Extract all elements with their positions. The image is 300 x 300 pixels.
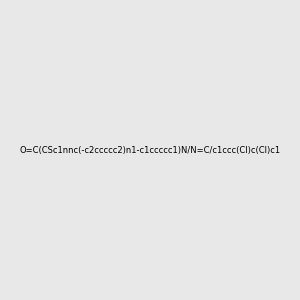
Text: O=C(CSc1nnc(-c2ccccc2)n1-c1ccccc1)N/N=C/c1ccc(Cl)c(Cl)c1: O=C(CSc1nnc(-c2ccccc2)n1-c1ccccc1)N/N=C/… [20,146,281,154]
